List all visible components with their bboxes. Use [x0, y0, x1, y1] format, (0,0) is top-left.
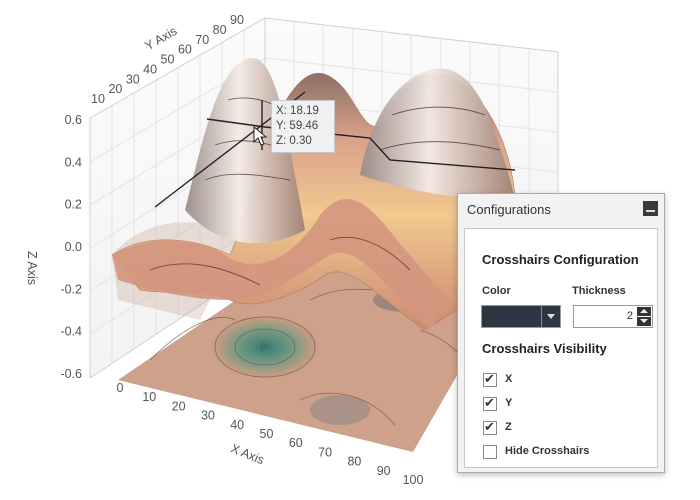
y-axis-tick: 20: [108, 82, 122, 96]
y-axis-tick: 90: [230, 13, 244, 27]
x-axis-tick: 30: [201, 409, 215, 423]
increment-icon[interactable]: [637, 307, 651, 316]
x-axis-tick: 20: [172, 399, 186, 413]
z-axis-tick: -0.4: [60, 325, 82, 339]
checkbox-label: Y: [505, 397, 513, 409]
z-axis-title: Z Axis: [25, 251, 39, 285]
checkbox-box[interactable]: ✔: [483, 395, 497, 411]
z-axis-tick: -0.6: [60, 367, 82, 381]
y-axis-tick: 60: [178, 43, 192, 57]
z-axis-tick: 0.2: [65, 198, 82, 212]
z-axis-tick: -0.2: [60, 282, 82, 296]
color-label: Color: [482, 285, 511, 297]
x-axis-title: X Axis: [229, 441, 266, 467]
x-axis-tick: 10: [142, 390, 156, 404]
thickness-value: 2: [626, 310, 633, 322]
y-axis-tick: 70: [195, 33, 209, 47]
crosshairs-config-title: Crosshairs Configuration: [482, 252, 639, 267]
panel-header: Configurations: [458, 194, 664, 224]
z-axis-tick: 0.0: [65, 240, 82, 254]
x-axis-tick: 70: [318, 445, 332, 459]
axis-ticks: 0.60.40.20.0-0.2-0.4-0.60102030405060708…: [60, 13, 423, 487]
panel-title: Configurations: [467, 202, 551, 217]
x-axis-tick: 100: [403, 473, 424, 487]
x-axis-tick: 60: [289, 436, 303, 450]
y-axis-tick: 10: [91, 92, 105, 106]
checkbox-box[interactable]: [483, 445, 497, 459]
floor-low-spot: [210, 315, 320, 379]
checkbox-label: Hide Crosshairs: [505, 445, 590, 457]
checkbox-label: Z: [505, 421, 512, 433]
x-axis-tick: 90: [377, 464, 391, 478]
tooltip-x: X: 18.19: [276, 105, 319, 117]
color-picker[interactable]: [481, 305, 561, 328]
chevron-down-icon[interactable]: [541, 306, 560, 327]
tooltip-y: Y: 59.46: [276, 120, 319, 132]
check-icon: ✔: [484, 419, 495, 434]
y-axis-tick: 40: [143, 62, 157, 76]
decrement-icon[interactable]: [637, 317, 651, 326]
configurations-panel: Configurations Crosshairs Configuration …: [457, 193, 665, 473]
panel-body: Crosshairs Configuration Color Thickness…: [464, 228, 658, 468]
z-axis-tick: 0.4: [65, 155, 82, 169]
thickness-label: Thickness: [572, 285, 626, 297]
x-axis-tick: 50: [260, 427, 274, 441]
check-icon: ✔: [484, 371, 495, 386]
x-axis-tick: 0: [117, 381, 124, 395]
checkbox-box[interactable]: ✔: [483, 371, 497, 387]
z-axis-tick: 0.6: [65, 113, 82, 127]
minimize-icon: [646, 210, 655, 212]
stepper-buttons: [637, 307, 651, 326]
x-axis-tick: 80: [347, 455, 361, 469]
x-axis-tick: 40: [230, 418, 244, 432]
crosshair-tooltip: X: 18.19 Y: 59.46 Z: 0.30: [271, 100, 335, 153]
y-axis-title: Y Axis: [143, 24, 180, 53]
y-axis-tick: 50: [161, 53, 175, 67]
y-axis-tick: 30: [126, 72, 140, 86]
y-axis-tick: 80: [213, 23, 227, 37]
check-icon: ✔: [484, 395, 495, 410]
tooltip-z: Z: 0.30: [276, 135, 312, 147]
mouse-cursor-icon: [253, 126, 268, 146]
floor-contour-lines: [149, 288, 471, 426]
checkbox-box[interactable]: ✔: [483, 419, 497, 435]
checkbox-label: X: [505, 373, 513, 385]
visibility-title: Crosshairs Visibility: [482, 341, 607, 356]
thickness-stepper[interactable]: 2: [573, 305, 653, 328]
minimize-button[interactable]: [643, 201, 658, 216]
